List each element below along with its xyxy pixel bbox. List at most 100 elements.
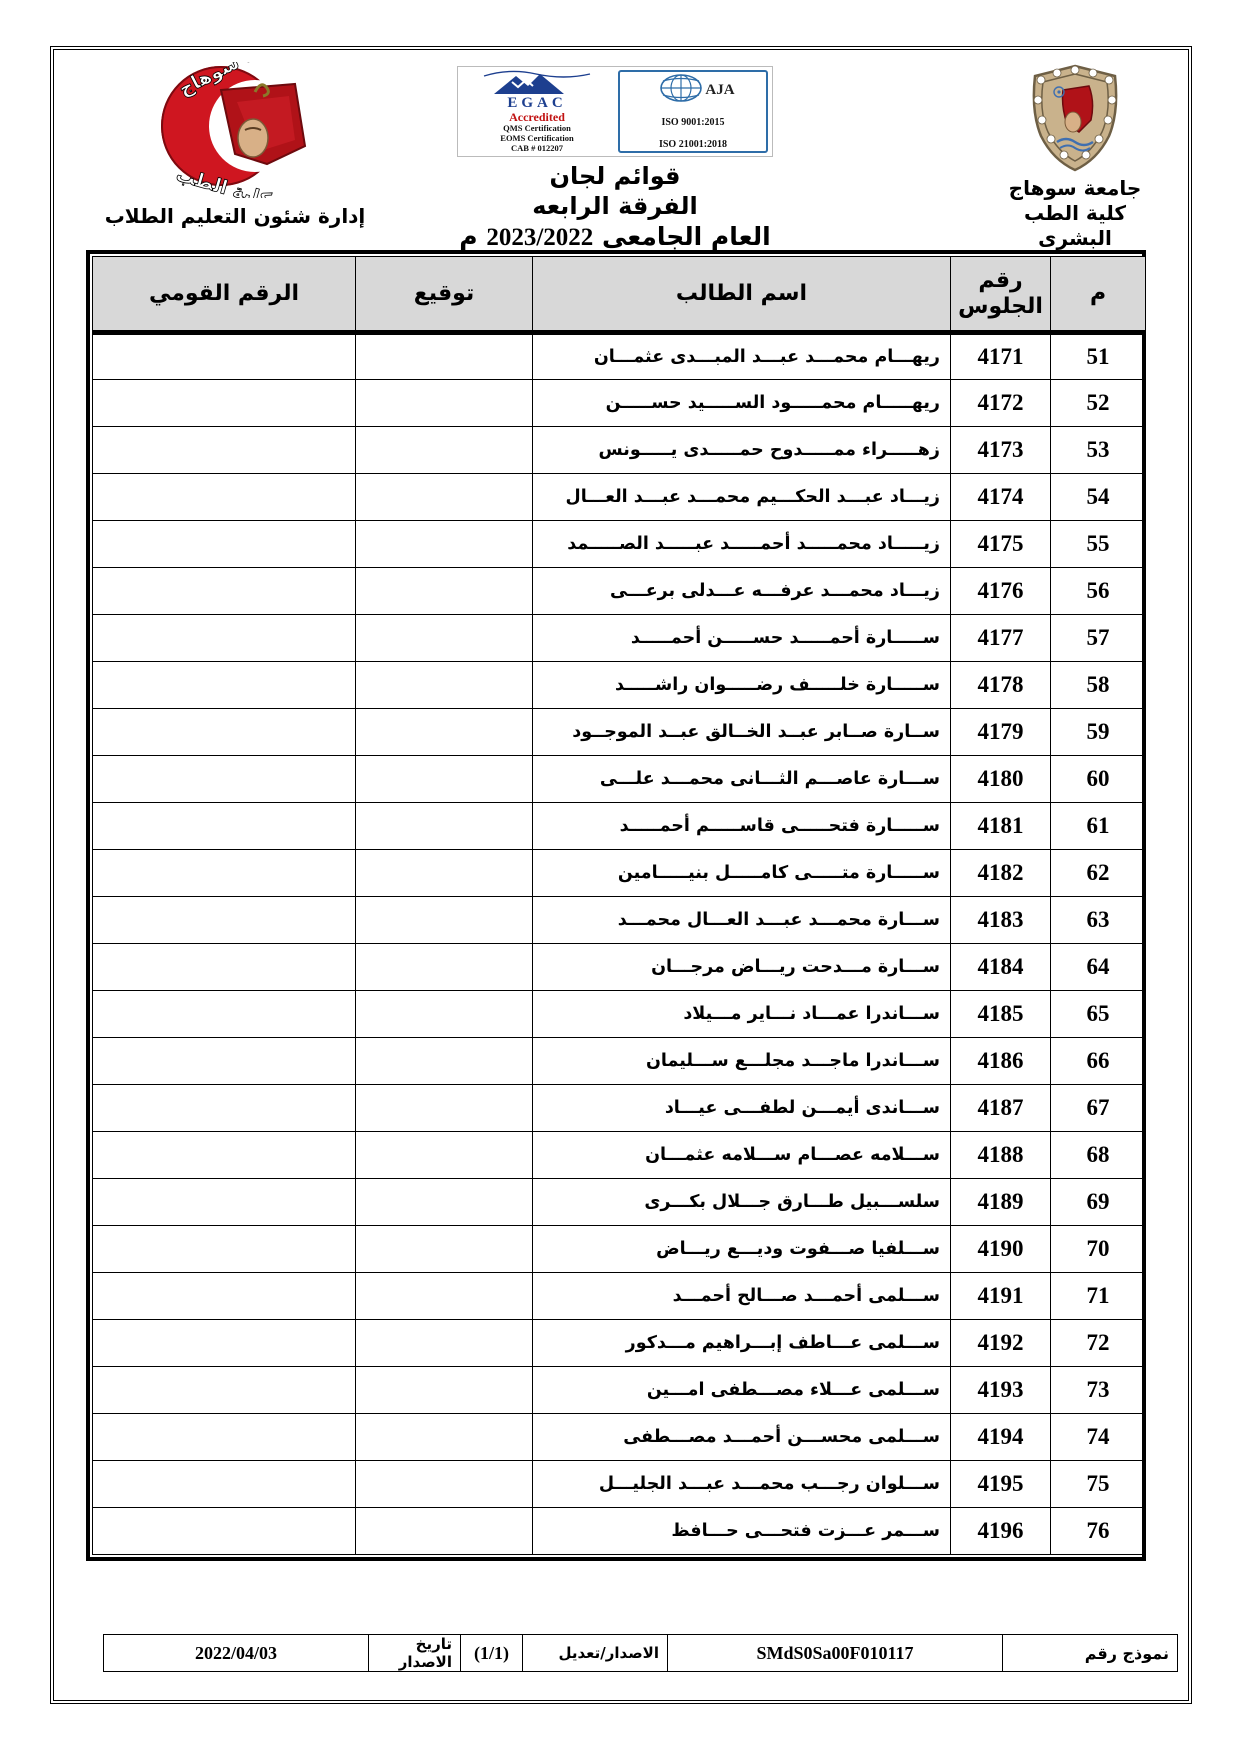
serial-number-cell: 63 (1050, 896, 1146, 944)
student-table-body: 51 4171 ريهـــام محمـــد عبـــد المبـــد… (92, 332, 1146, 1555)
header-right-block: جامعة سوهاج كلية الطب البشرى (985, 62, 1165, 251)
serial-number-cell: 62 (1050, 849, 1146, 897)
signature-cell (355, 473, 533, 521)
student-row: 58 4178 ســـــارة خلـــــف رضـــــوان را… (92, 661, 1146, 709)
students-table: م رقم الجلوس اسم الطالب توقيع الرقم القو… (92, 256, 1146, 1555)
student-name-cell: ســـاندى أيمـــن لطفـــى عيـــاد (532, 1084, 951, 1132)
seat-number-cell: 4184 (950, 943, 1051, 991)
serial-number-cell: 53 (1050, 426, 1146, 474)
signature-cell (355, 1225, 533, 1273)
issue-revision-label: الاصدار/تعديل (522, 1634, 668, 1672)
egac-cert-line-3: CAB # 012207 (511, 142, 563, 153)
table-header-row: م رقم الجلوس اسم الطالب توقيع الرقم القو… (92, 256, 1146, 335)
signature-cell (355, 1413, 533, 1461)
student-affairs-caption: إدارة شئون التعليم الطلاب (104, 204, 366, 228)
header-left-block: جامعة سوهاج كلية الطب إدارة شئون التعليم… (95, 62, 375, 228)
student-row: 61 4181 ســـــارة فتحـــــى قاســـــم أح… (92, 802, 1146, 850)
seat-number-cell: 4175 (950, 520, 1051, 568)
student-row: 59 4179 ســارة صــابر عبــد الخــالق عبـ… (92, 708, 1146, 756)
student-name-cell: ســـلمى عـــاطف إبـــراهيم مـــدكور (532, 1319, 951, 1367)
signature-cell (355, 661, 533, 709)
grade-title: الفرقة الرابعه (532, 192, 698, 221)
serial-number-cell: 74 (1050, 1413, 1146, 1461)
national-id-cell (92, 661, 356, 709)
seat-number-cell: 4196 (950, 1507, 1051, 1555)
seat-number-cell: 4181 (950, 802, 1051, 850)
seat-number-cell: 4173 (950, 426, 1051, 474)
issue-date-value: 2022/04/03 (103, 1634, 369, 1672)
seat-number-cell: 4191 (950, 1272, 1051, 1320)
document-meta-footer: نموذج رقم SMdS0Sa00F010117 الاصدار/تعديل… (103, 1634, 1178, 1672)
egac-cert-line-2: EOMS Certification (500, 132, 574, 143)
serial-number-cell: 72 (1050, 1319, 1146, 1367)
student-name-cell: ســـمر عـــزت فتحـــى حـــافظ (532, 1507, 951, 1555)
student-row: 76 4196 ســـمر عـــزت فتحـــى حـــافظ (92, 1507, 1146, 1555)
student-name-cell: ســـــارة خلـــــف رضـــــوان راشـــــد (532, 661, 951, 709)
student-name-cell: ســـــارة أحمـــــد حســـــن أحمـــــد (532, 614, 951, 662)
student-name-cell: زهـــــراء ممـــــدوح حمـــــدى يـــــون… (532, 426, 951, 474)
national-id-cell (92, 708, 356, 756)
column-header-national-id: الرقم القومي (92, 256, 356, 335)
seat-number-cell: 4174 (950, 473, 1051, 521)
student-row: 66 4186 ســـاندرا ماجـــد مجلـــع ســـلي… (92, 1037, 1146, 1085)
student-name-cell: ســـلوان رجـــب محمـــد عبـــد الجليـــل (532, 1460, 951, 1508)
serial-number-cell: 69 (1050, 1178, 1146, 1226)
national-id-cell (92, 1131, 356, 1179)
national-id-cell (92, 567, 356, 615)
signature-cell (355, 708, 533, 756)
issue-date-label: تاريخ الاصدار (368, 1634, 461, 1672)
seat-number-cell: 4185 (950, 990, 1051, 1038)
aja-iso-line-2: ISO 21001:2018 (658, 138, 728, 150)
national-id-cell (92, 332, 356, 380)
faculty-name: كلية الطب البشرى (1023, 201, 1127, 250)
signature-cell (355, 379, 533, 427)
student-row: 54 4174 زيـــاد عبـــد الحكـــيم محمـــد… (92, 473, 1146, 521)
signature-cell (355, 1272, 533, 1320)
national-id-cell (92, 896, 356, 944)
aja-iso-line-1: ISO 9001:2015 (661, 117, 725, 129)
signature-cell (355, 567, 533, 615)
student-name-cell: ريهـــــام محمـــــود الســـــيد حســـــ… (532, 379, 951, 427)
student-row: 67 4187 ســـاندى أيمـــن لطفـــى عيـــاد (92, 1084, 1146, 1132)
student-name-cell: سلســـبيل طـــارق جـــلال بكـــرى (532, 1178, 951, 1226)
signature-cell (355, 755, 533, 803)
serial-number-cell: 75 (1050, 1460, 1146, 1508)
student-row: 65 4185 ســـاندرا عمـــاد نـــاير مـــيل… (92, 990, 1146, 1038)
seat-number-cell: 4192 (950, 1319, 1051, 1367)
seat-number-cell: 4194 (950, 1413, 1051, 1461)
seat-number-cell: 4187 (950, 1084, 1051, 1132)
student-name-cell: زيـــاد عبـــد الحكـــيم محمـــد عبـــد … (532, 473, 951, 521)
seat-number-cell: 4177 (950, 614, 1051, 662)
national-id-cell (92, 1084, 356, 1132)
national-id-cell (92, 1460, 356, 1508)
student-row: 72 4192 ســـلمى عـــاطف إبـــراهيم مـــد… (92, 1319, 1146, 1367)
signature-cell (355, 1366, 533, 1414)
seat-number-cell: 4171 (950, 332, 1051, 380)
egac-accredited-label: Accredited (509, 110, 565, 124)
student-row: 71 4191 ســـلمى أحمـــد صـــالح أحمـــد (92, 1272, 1146, 1320)
serial-number-cell: 59 (1050, 708, 1146, 756)
signature-cell (355, 1319, 533, 1367)
column-header-student-name: اسم الطالب (532, 256, 951, 335)
student-row: 63 4183 ســـارة محمـــد عبـــد العـــال … (92, 896, 1146, 944)
student-name-cell: ســـلمى عـــلاء مصـــطفى امـــين (532, 1366, 951, 1414)
signature-cell (355, 1131, 533, 1179)
aja-globe-icon (651, 73, 703, 107)
signature-cell (355, 614, 533, 662)
national-id-cell (92, 1037, 356, 1085)
serial-number-cell: 52 (1050, 379, 1146, 427)
seat-number-cell: 4188 (950, 1131, 1051, 1179)
student-name-cell: ريهـــام محمـــد عبـــد المبـــدى عثمـــ… (532, 332, 951, 380)
serial-number-cell: 70 (1050, 1225, 1146, 1273)
student-name-cell: ســـارة عاصـــم الثـــانى محمـــد علـــى (532, 755, 951, 803)
student-name-cell: ســـلامه عصـــام ســـلامه عثمـــان (532, 1131, 951, 1179)
national-id-cell (92, 943, 356, 991)
faculty-of-medicine-crescent-logo: جامعة سوهاج كلية الطب (95, 62, 375, 198)
signature-cell (355, 943, 533, 991)
seat-number-cell: 4178 (950, 661, 1051, 709)
egac-accreditation-mark: EGAC Accredited QMS Certification EOMS C… (462, 70, 612, 153)
column-header-serial: م (1050, 256, 1146, 335)
serial-number-cell: 65 (1050, 990, 1146, 1038)
seat-number-cell: 4193 (950, 1366, 1051, 1414)
student-name-cell: ســـارة محمـــد عبـــد العـــال محمـــد (532, 896, 951, 944)
